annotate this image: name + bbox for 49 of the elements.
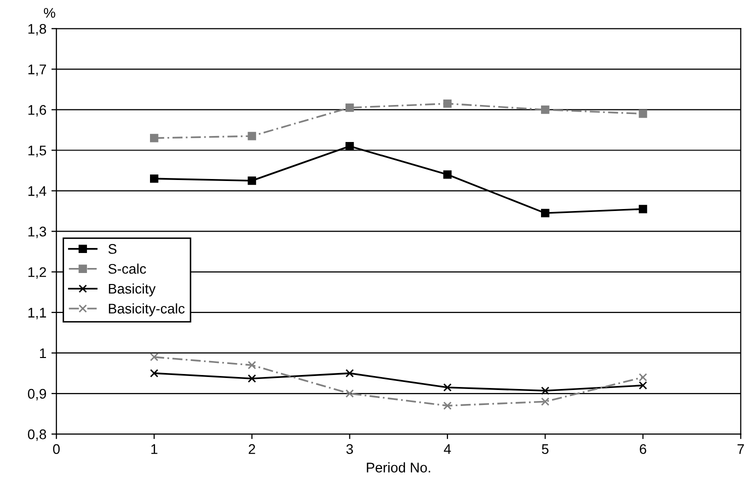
x-tick-label: 4 <box>444 444 451 454</box>
y-tick-label: 1,4 <box>28 186 46 198</box>
point <box>541 106 550 114</box>
point <box>638 373 648 382</box>
y-axis-title: % <box>44 8 56 18</box>
point <box>346 369 354 378</box>
point <box>443 402 452 410</box>
x-tick-label: 2 <box>248 444 256 454</box>
y-tick-label: 1,6 <box>28 105 46 117</box>
point <box>150 134 158 142</box>
x-tick-label: 3 <box>346 444 353 454</box>
y-tick-label: 1,8 <box>28 24 46 36</box>
x-tick-label: 7 <box>738 444 744 454</box>
point <box>443 99 452 108</box>
x-tick-label: 0 <box>53 444 60 454</box>
point <box>443 170 452 179</box>
point <box>248 360 256 370</box>
x-tick-label: 1 <box>151 444 158 454</box>
y-tick-label: 1,5 <box>28 146 46 158</box>
legend-label: S <box>108 244 116 254</box>
point <box>638 204 648 214</box>
point <box>638 110 648 118</box>
point <box>150 174 158 183</box>
point <box>541 397 550 406</box>
legend-label: Basicity-calc <box>108 303 185 316</box>
legend-label: Basicity <box>108 283 156 296</box>
legend-label: S-calc <box>108 264 146 274</box>
point <box>541 386 550 395</box>
point <box>150 352 158 362</box>
x-axis-title: Period No. <box>366 462 430 472</box>
y-tick-label: 1,2 <box>28 267 46 279</box>
point <box>248 176 256 185</box>
point <box>248 374 256 383</box>
x-tick-label: 6 <box>640 444 646 454</box>
y-tick-label: 1,7 <box>28 64 46 76</box>
point <box>346 389 354 398</box>
y-tick-label: 1 <box>40 348 46 358</box>
x-tick-label: 5 <box>542 444 548 454</box>
point <box>346 104 354 112</box>
point <box>443 383 452 392</box>
y-tick-label: 0,8 <box>28 429 46 441</box>
point <box>150 369 158 378</box>
point <box>248 132 256 140</box>
y-tick-label: 0,9 <box>28 388 46 400</box>
point <box>541 208 550 218</box>
y-tick-label: 1,1 <box>28 308 46 320</box>
y-tick-label: 1,3 <box>28 226 46 238</box>
point <box>638 381 648 390</box>
point <box>346 142 354 150</box>
